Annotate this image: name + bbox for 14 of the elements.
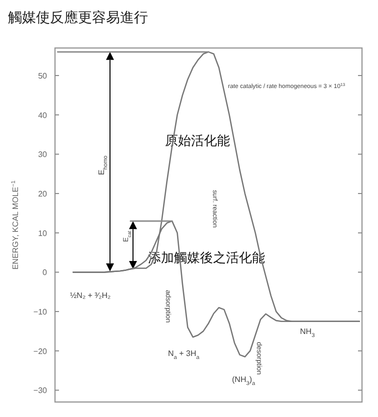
- y-tick-label: −10: [33, 308, 48, 317]
- y-tick-label: 30: [38, 150, 48, 160]
- y-tick-label: −20: [33, 346, 48, 356]
- y-tick-label: 50: [38, 72, 48, 81]
- y-tick-label: 10: [38, 228, 48, 238]
- chart-title: 觸媒使反應更容易進行: [8, 9, 148, 25]
- y-tick-label: 40: [38, 110, 48, 120]
- y-tick-label: −30: [33, 386, 48, 396]
- annotation: (NH$_{3}$)$_{a}$: [232, 375, 256, 387]
- y-tick-label: 0: [42, 268, 48, 278]
- y-tick-label: 20: [38, 190, 48, 199]
- annotation: N$_{a}$ + 3H$_{a}$: [168, 349, 200, 361]
- annotation: ½N₂ + ³⁄₂H₂: [70, 291, 111, 300]
- annotation: NH$_{3}$: [300, 327, 315, 339]
